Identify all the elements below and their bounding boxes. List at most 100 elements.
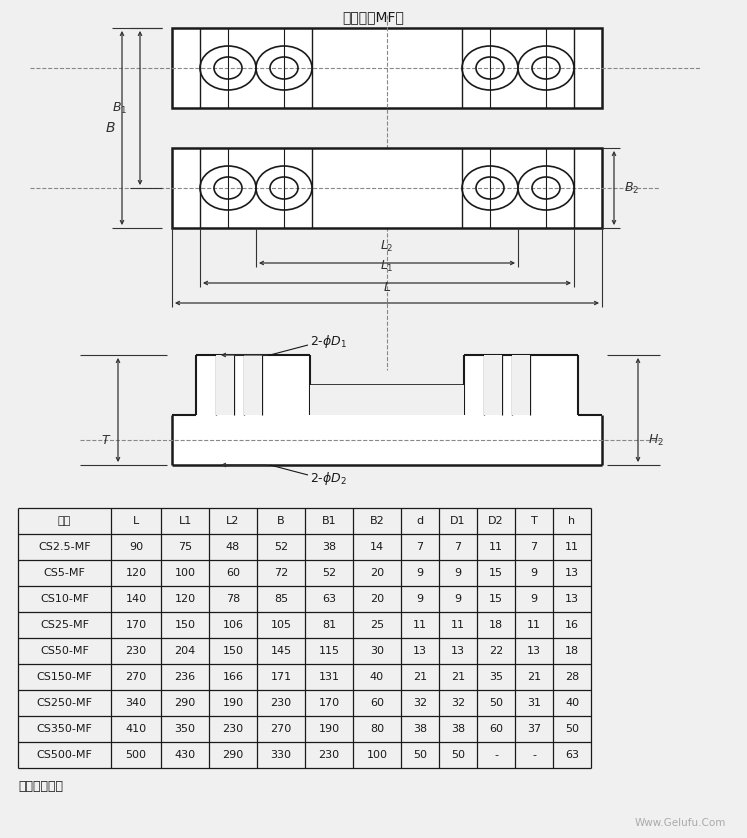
Text: 11: 11	[565, 542, 579, 552]
Text: 166: 166	[223, 672, 244, 682]
Text: 20: 20	[370, 594, 384, 604]
Text: 115: 115	[318, 646, 339, 656]
Text: L2: L2	[226, 516, 240, 526]
Text: 21: 21	[413, 672, 427, 682]
Text: 140: 140	[125, 594, 146, 604]
Text: 171: 171	[270, 672, 291, 682]
Text: 60: 60	[370, 698, 384, 708]
Text: 9: 9	[416, 594, 424, 604]
Text: B: B	[277, 516, 285, 526]
Text: 13: 13	[527, 646, 541, 656]
Text: d: d	[416, 516, 424, 526]
Text: 型号: 型号	[58, 516, 71, 526]
Text: 9: 9	[530, 594, 538, 604]
Text: 16: 16	[565, 620, 579, 630]
Text: 2-$\phi$$D_1$: 2-$\phi$$D_1$	[310, 334, 347, 350]
Text: 105: 105	[270, 620, 291, 630]
Text: 340: 340	[125, 698, 146, 708]
Text: 72: 72	[274, 568, 288, 578]
Text: 7: 7	[454, 542, 462, 552]
Text: $B$: $B$	[105, 121, 115, 135]
Text: 230: 230	[318, 750, 340, 760]
Text: 18: 18	[489, 620, 503, 630]
Text: 230: 230	[125, 646, 146, 656]
Text: CS25-MF: CS25-MF	[40, 620, 89, 630]
Text: $L_2$: $L_2$	[380, 239, 394, 254]
Text: 190: 190	[318, 724, 340, 734]
Text: 7: 7	[530, 542, 538, 552]
Text: $B_2$: $B_2$	[624, 180, 639, 195]
Text: 15: 15	[489, 568, 503, 578]
Text: 170: 170	[318, 698, 340, 708]
Text: 106: 106	[223, 620, 244, 630]
Bar	[464, 355, 578, 415]
Text: 11: 11	[413, 620, 427, 630]
Text: CS150-MF: CS150-MF	[37, 672, 93, 682]
Text: CS2.5-MF: CS2.5-MF	[38, 542, 91, 552]
Text: 52: 52	[322, 568, 336, 578]
Text: 410: 410	[125, 724, 146, 734]
Text: 13: 13	[451, 646, 465, 656]
Text: 230: 230	[223, 724, 244, 734]
Text: 11: 11	[451, 620, 465, 630]
Text: 50: 50	[489, 698, 503, 708]
Text: B1: B1	[322, 516, 336, 526]
Text: 75: 75	[178, 542, 192, 552]
Text: 330: 330	[270, 750, 291, 760]
Text: 注：成对使用: 注：成对使用	[18, 779, 63, 793]
Text: 15: 15	[489, 594, 503, 604]
Text: 31: 31	[527, 698, 541, 708]
Text: 63: 63	[322, 594, 336, 604]
Text: T: T	[530, 516, 537, 526]
Text: 9: 9	[454, 568, 462, 578]
Text: 150: 150	[175, 620, 196, 630]
Text: 63: 63	[565, 750, 579, 760]
Text: $L_1$: $L_1$	[380, 259, 394, 274]
Text: D2: D2	[489, 516, 503, 526]
Text: 170: 170	[125, 620, 146, 630]
Text: 50: 50	[413, 750, 427, 760]
Text: 150: 150	[223, 646, 244, 656]
Text: 9: 9	[416, 568, 424, 578]
Text: 38: 38	[451, 724, 465, 734]
Text: 350: 350	[175, 724, 196, 734]
Text: 13: 13	[413, 646, 427, 656]
Text: 80: 80	[370, 724, 384, 734]
Text: 50: 50	[451, 750, 465, 760]
Text: 13: 13	[565, 594, 579, 604]
Text: 236: 236	[175, 672, 196, 682]
Text: 11: 11	[527, 620, 541, 630]
Text: CS250-MF: CS250-MF	[37, 698, 93, 708]
Text: $H_2$: $H_2$	[648, 432, 664, 447]
Text: $B_1$: $B_1$	[112, 101, 127, 116]
Text: 14: 14	[370, 542, 384, 552]
Text: 28: 28	[565, 672, 579, 682]
Text: -: -	[494, 750, 498, 760]
Text: 90: 90	[129, 542, 143, 552]
Text: h: h	[568, 516, 575, 526]
Text: 50: 50	[565, 724, 579, 734]
Text: 131: 131	[318, 672, 339, 682]
Text: 81: 81	[322, 620, 336, 630]
Text: $L$: $L$	[383, 281, 391, 294]
Bar	[172, 415, 602, 465]
Text: 204: 204	[174, 646, 196, 656]
Text: 120: 120	[175, 594, 196, 604]
Text: 290: 290	[223, 750, 244, 760]
Text: 22: 22	[489, 646, 503, 656]
Bar	[244, 355, 262, 415]
Text: 13: 13	[565, 568, 579, 578]
Text: 25: 25	[370, 620, 384, 630]
Text: L1: L1	[179, 516, 192, 526]
Text: D1: D1	[450, 516, 465, 526]
Text: CS5-MF: CS5-MF	[43, 568, 85, 578]
Text: 21: 21	[451, 672, 465, 682]
Text: CS350-MF: CS350-MF	[37, 724, 93, 734]
Text: B2: B2	[370, 516, 385, 526]
Text: 120: 120	[125, 568, 146, 578]
Text: 270: 270	[270, 724, 291, 734]
Text: CS500-MF: CS500-MF	[37, 750, 93, 760]
Bar	[216, 355, 234, 415]
Text: 100: 100	[367, 750, 388, 760]
Bar	[512, 355, 530, 415]
